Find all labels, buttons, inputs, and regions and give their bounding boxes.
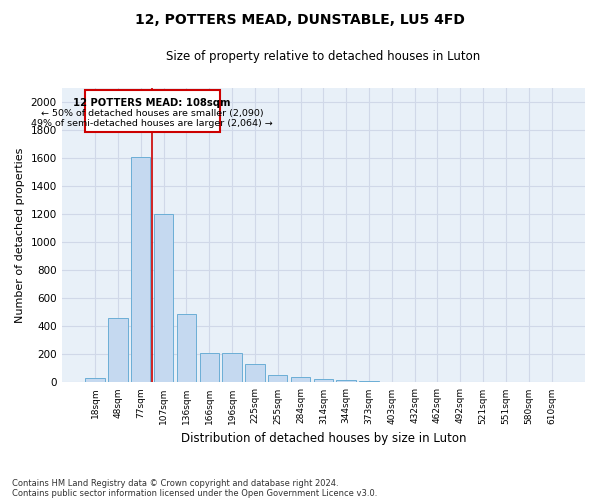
Bar: [131, 156, 151, 382]
Text: Contains HM Land Registry data © Crown copyright and database right 2024.: Contains HM Land Registry data © Crown c…: [12, 478, 338, 488]
Text: ← 50% of detached houses are smaller (2,090): ← 50% of detached houses are smaller (2,…: [41, 109, 263, 118]
Bar: [85, 378, 105, 382]
Bar: [268, 376, 287, 382]
Y-axis label: Number of detached properties: Number of detached properties: [15, 148, 25, 323]
Bar: [245, 364, 265, 382]
Bar: [223, 353, 242, 382]
Bar: [200, 353, 219, 382]
Bar: [314, 379, 333, 382]
Bar: [177, 314, 196, 382]
Bar: [359, 381, 379, 382]
Title: Size of property relative to detached houses in Luton: Size of property relative to detached ho…: [166, 50, 481, 63]
Text: Contains public sector information licensed under the Open Government Licence v3: Contains public sector information licen…: [12, 488, 377, 498]
X-axis label: Distribution of detached houses by size in Luton: Distribution of detached houses by size …: [181, 432, 466, 445]
FancyBboxPatch shape: [85, 90, 220, 132]
Text: 12, POTTERS MEAD, DUNSTABLE, LU5 4FD: 12, POTTERS MEAD, DUNSTABLE, LU5 4FD: [135, 12, 465, 26]
Text: 12 POTTERS MEAD: 108sqm: 12 POTTERS MEAD: 108sqm: [73, 98, 231, 108]
Bar: [337, 380, 356, 382]
Bar: [108, 318, 128, 382]
Text: 49% of semi-detached houses are larger (2,064) →: 49% of semi-detached houses are larger (…: [31, 118, 273, 128]
Bar: [154, 214, 173, 382]
Bar: [291, 377, 310, 382]
